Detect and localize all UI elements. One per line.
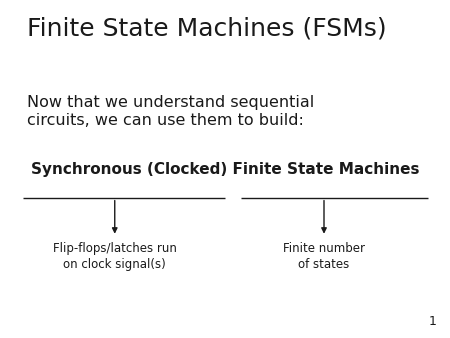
Text: Synchronous (Clocked) Finite State Machines: Synchronous (Clocked) Finite State Machi…	[31, 162, 419, 177]
Text: 1: 1	[428, 315, 436, 328]
Text: Finite State Machines (FSMs): Finite State Machines (FSMs)	[27, 17, 387, 41]
Text: Flip-flops/latches run
on clock signal(s): Flip-flops/latches run on clock signal(s…	[53, 242, 177, 271]
Text: Finite number
of states: Finite number of states	[283, 242, 365, 271]
Text: Now that we understand sequential
circuits, we can use them to build:: Now that we understand sequential circui…	[27, 95, 314, 128]
